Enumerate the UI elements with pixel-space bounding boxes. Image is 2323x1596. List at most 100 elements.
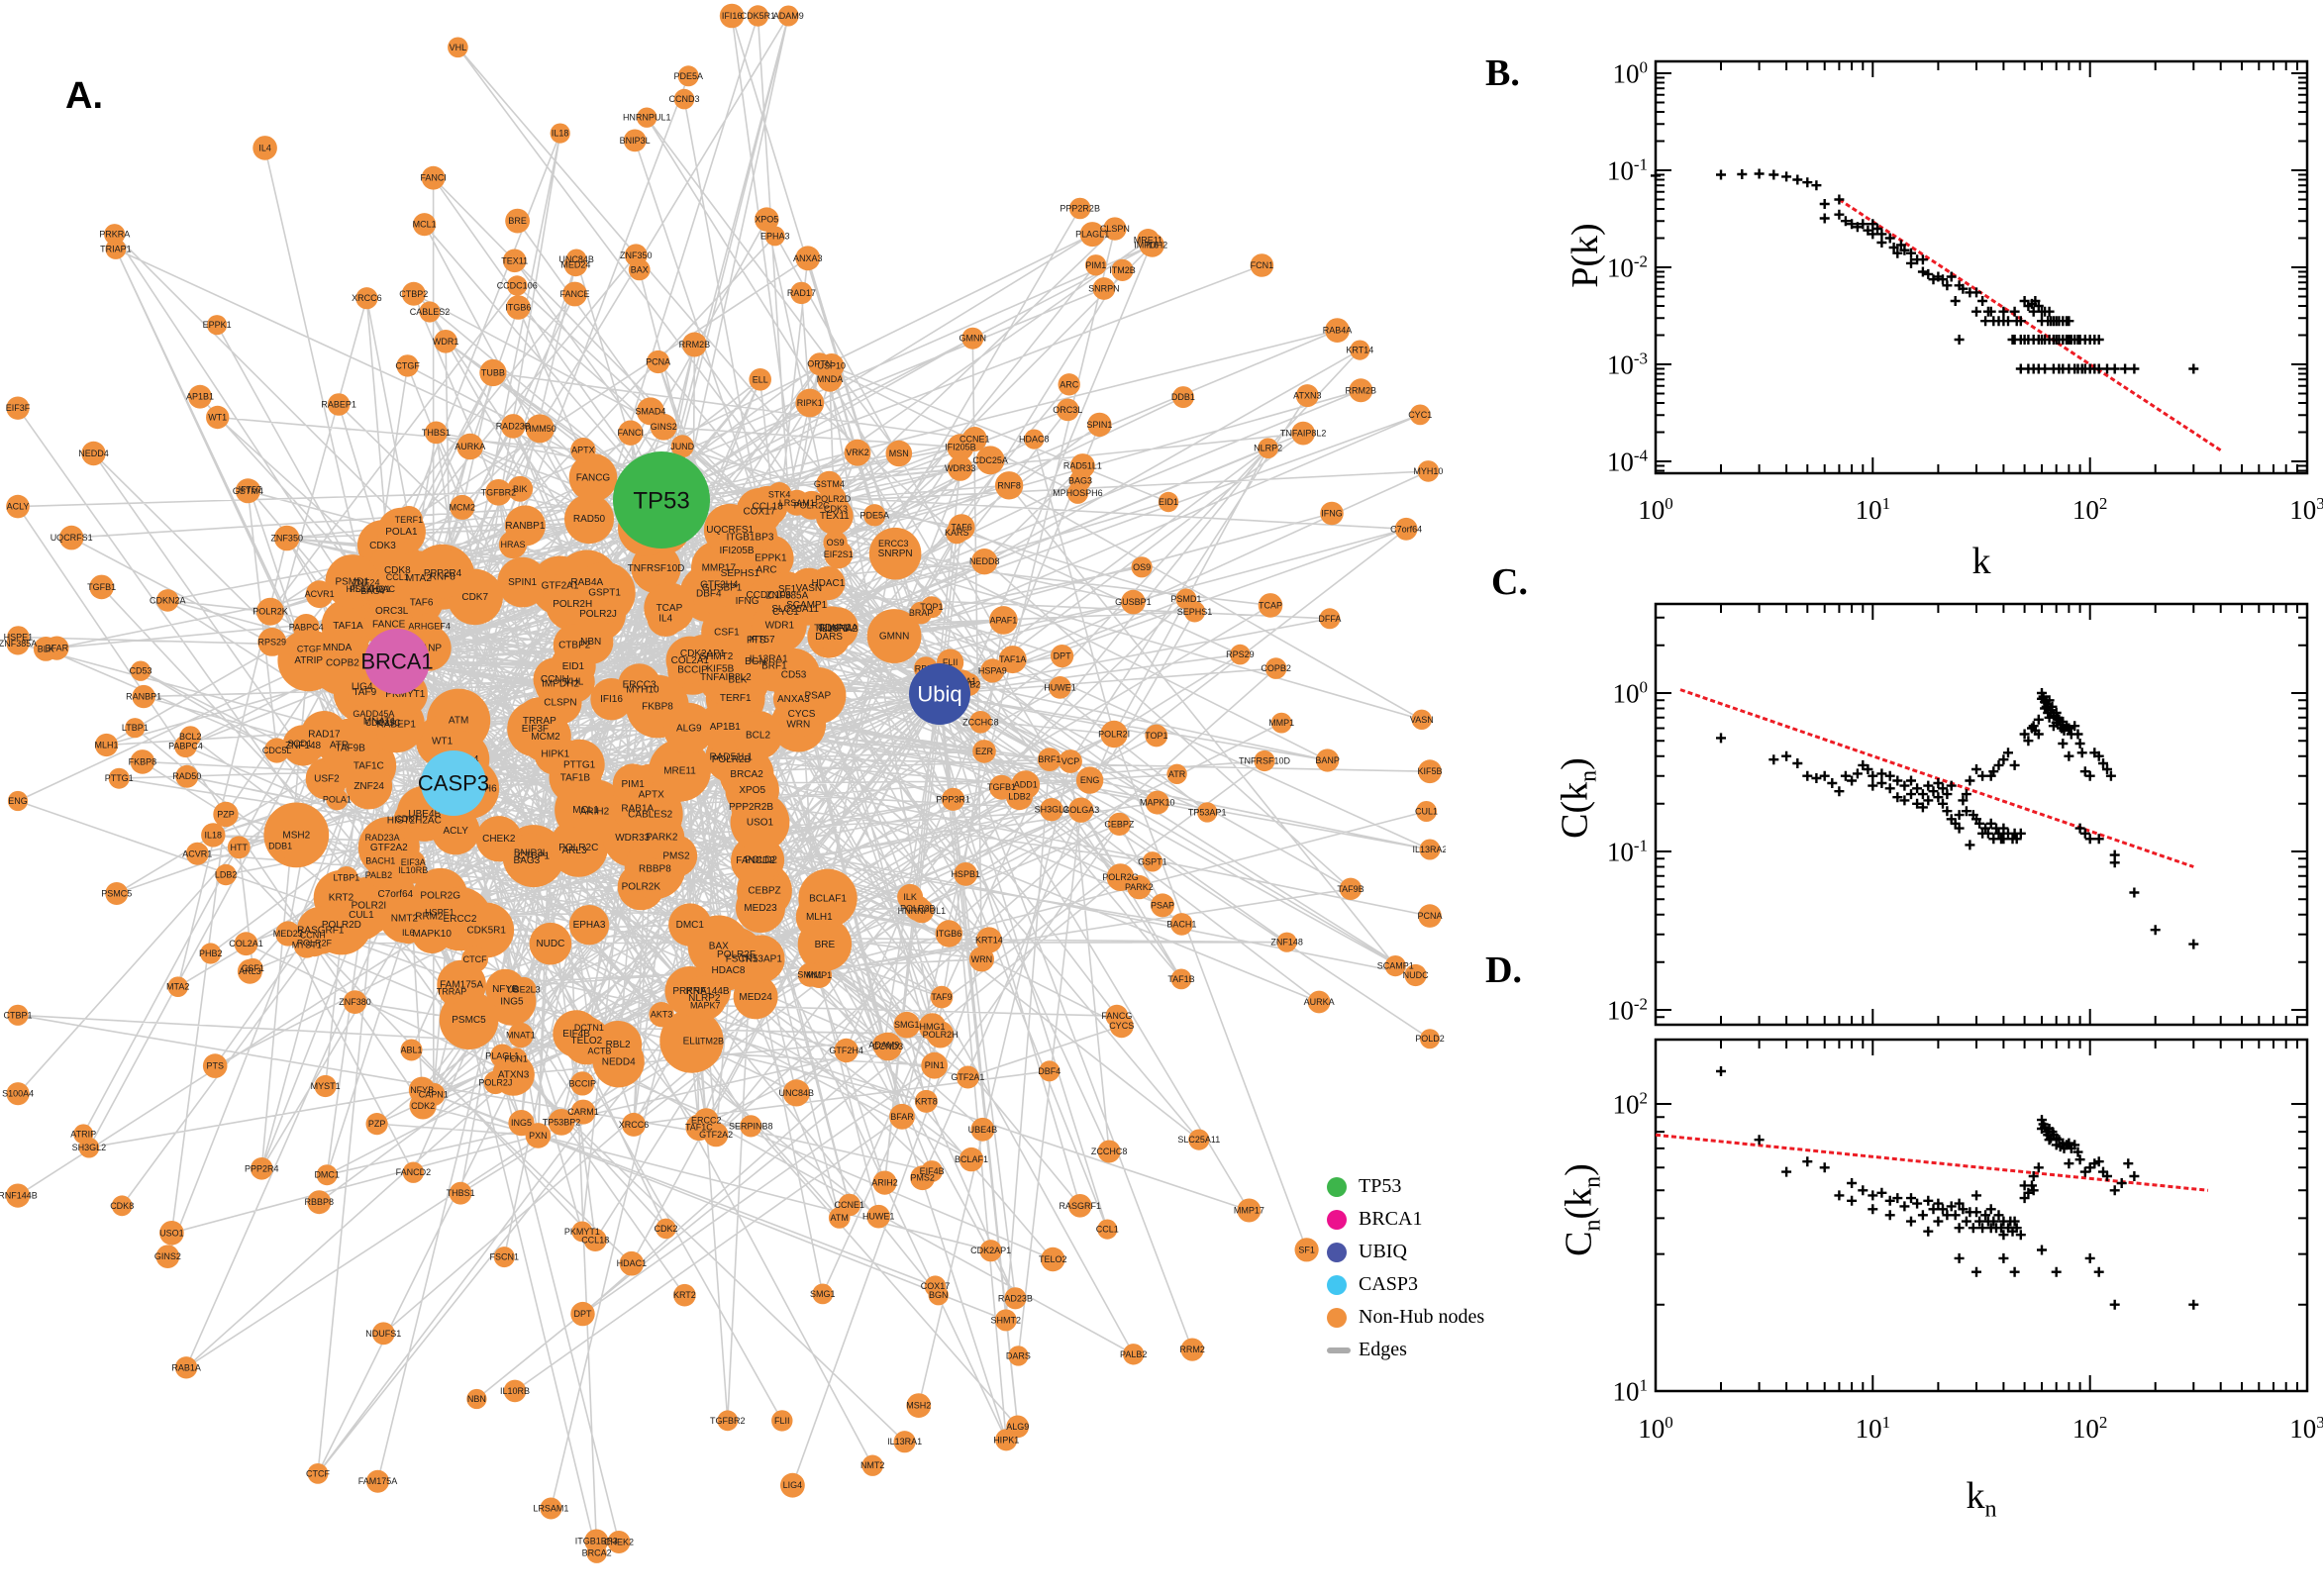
- gene-node: [45, 636, 69, 660]
- gene-node-label: BACH1: [365, 856, 395, 866]
- gene-node-label: DPT: [574, 1309, 593, 1319]
- gene-node: [553, 660, 595, 703]
- gene-node-label: DCTN1: [574, 1023, 604, 1033]
- gene-node-label: VHL: [564, 677, 584, 688]
- gene-node-label: NUDC: [536, 939, 564, 949]
- gene-node-label: POLR2D: [815, 494, 852, 504]
- gene-node-label: SEPHS1: [1177, 607, 1213, 617]
- gene-node-label: MSH2: [282, 830, 310, 841]
- gene-node-label: SPIN1: [508, 577, 537, 588]
- gene-node: [298, 921, 328, 949]
- gene-node: [505, 208, 530, 234]
- gene-node-label: CCNH: [300, 931, 326, 941]
- gene-node-label: TELO2: [571, 1036, 603, 1047]
- gene-node: [822, 495, 850, 523]
- gene-node: [1230, 644, 1251, 665]
- gene-node: [400, 1039, 423, 1061]
- gene-node: [968, 947, 995, 972]
- gene-node-label: BANP: [1315, 755, 1340, 765]
- gene-node: [235, 478, 260, 504]
- gene-node-label: COL2A1: [671, 655, 710, 666]
- gene-node-label: ELL: [683, 1037, 701, 1047]
- gene-node: [782, 1079, 810, 1107]
- gene-node-label: RPS29: [258, 637, 287, 647]
- gene-node: [795, 388, 825, 418]
- gene-node: [872, 1170, 897, 1195]
- gene-node-label: EPHA3: [760, 231, 790, 241]
- gene-node-label: ATR: [330, 741, 349, 751]
- gene-node: [250, 1157, 273, 1180]
- legend-dot-swatch: [1327, 1176, 1347, 1197]
- fit-line: [1679, 688, 2194, 868]
- axis-ticks: [1655, 61, 2308, 473]
- gene-node-label: ALG9: [676, 724, 702, 735]
- gene-node-label: KARS: [945, 528, 969, 538]
- gene-node-label: TAF6: [410, 598, 434, 609]
- gene-node-label: CABLES2: [410, 307, 451, 317]
- gene-node-label: POLD2: [1415, 1034, 1445, 1044]
- gene-node: [273, 525, 300, 551]
- gene-node-label: GTF2A1: [951, 1072, 984, 1082]
- gene-node-label: ZCCHC8: [1091, 1147, 1128, 1156]
- gene-node: [1409, 404, 1431, 426]
- gene-node-label: ELL: [753, 374, 768, 384]
- gene-node-label: CHEK2: [482, 834, 516, 845]
- gene-node-label: TRIAP1: [814, 623, 849, 634]
- gene-node: [737, 935, 785, 983]
- gene-node-label: GADD45A: [353, 709, 394, 719]
- gene-node-label: EPPK1: [203, 320, 232, 330]
- gene-node: [935, 920, 962, 948]
- gene-node: [326, 788, 349, 811]
- gene-node: [564, 494, 614, 545]
- gene-node-label: MNDA: [817, 374, 844, 384]
- gene-node: [670, 435, 694, 458]
- gene-node: [125, 718, 146, 739]
- gene-node-label: NMT2: [860, 1460, 885, 1470]
- gene-node: [972, 740, 996, 763]
- gene-node: [979, 1240, 1002, 1262]
- gene-node-label: HUWE1: [1044, 682, 1076, 692]
- gene-node-label: EPHA3: [573, 920, 606, 931]
- gene-node: [1058, 373, 1080, 396]
- gene-node: [1131, 556, 1153, 578]
- gene-node-label: UBE2L3: [507, 985, 541, 995]
- gene-node: [207, 315, 228, 336]
- data-points: [1716, 1066, 2199, 1310]
- gene-node-label: FKBP8: [642, 702, 673, 713]
- gene-node-label: SLC25A11: [771, 604, 819, 615]
- gene-node: [583, 1228, 607, 1251]
- gene-node-label: IL10RB: [398, 865, 428, 875]
- gene-node-label: ARC: [757, 564, 777, 575]
- gene-node: [656, 1218, 676, 1240]
- gene-node: [243, 957, 263, 979]
- gene-node-label: TNFAIP8L2: [1280, 429, 1327, 439]
- gene-node: [698, 649, 754, 705]
- gene-node-label: SF1: [778, 584, 797, 595]
- gene-node-label: FCN1: [504, 1054, 528, 1064]
- gene-node-label: ACTB: [587, 1047, 611, 1056]
- gene-node: [948, 455, 973, 481]
- gene-node-label: DDB1: [268, 841, 292, 850]
- gene-node-label: ZNF380: [339, 997, 371, 1007]
- gene-node-label: ATR: [1168, 769, 1186, 779]
- gene-node: [461, 946, 488, 973]
- gene-node-label: TAF9B: [336, 744, 366, 754]
- gene-node-label: C7orf64: [1390, 524, 1422, 534]
- gene-node-label: POLR2C: [558, 843, 598, 853]
- gene-node-label: KRT2: [673, 1290, 696, 1300]
- panel-b-ytick: 10-2: [1606, 251, 1648, 283]
- legend-item-label: BRCA1: [1359, 1208, 1423, 1230]
- gene-node: [612, 763, 654, 805]
- gene-node-label: EIF3A: [401, 857, 426, 867]
- gene-node-label: MCL1: [413, 220, 437, 230]
- gene-node: [502, 249, 527, 273]
- gene-node: [681, 332, 707, 357]
- gene-node: [1166, 763, 1187, 784]
- gene-node: [730, 792, 790, 852]
- gene-node: [479, 358, 507, 387]
- gene-node: [256, 597, 284, 626]
- panel-c-ytick: 10-1: [1606, 836, 1648, 867]
- gene-node-label: NBN: [467, 1394, 486, 1404]
- gene-node: [622, 1112, 646, 1137]
- gene-node-label: NEDD4: [78, 449, 109, 458]
